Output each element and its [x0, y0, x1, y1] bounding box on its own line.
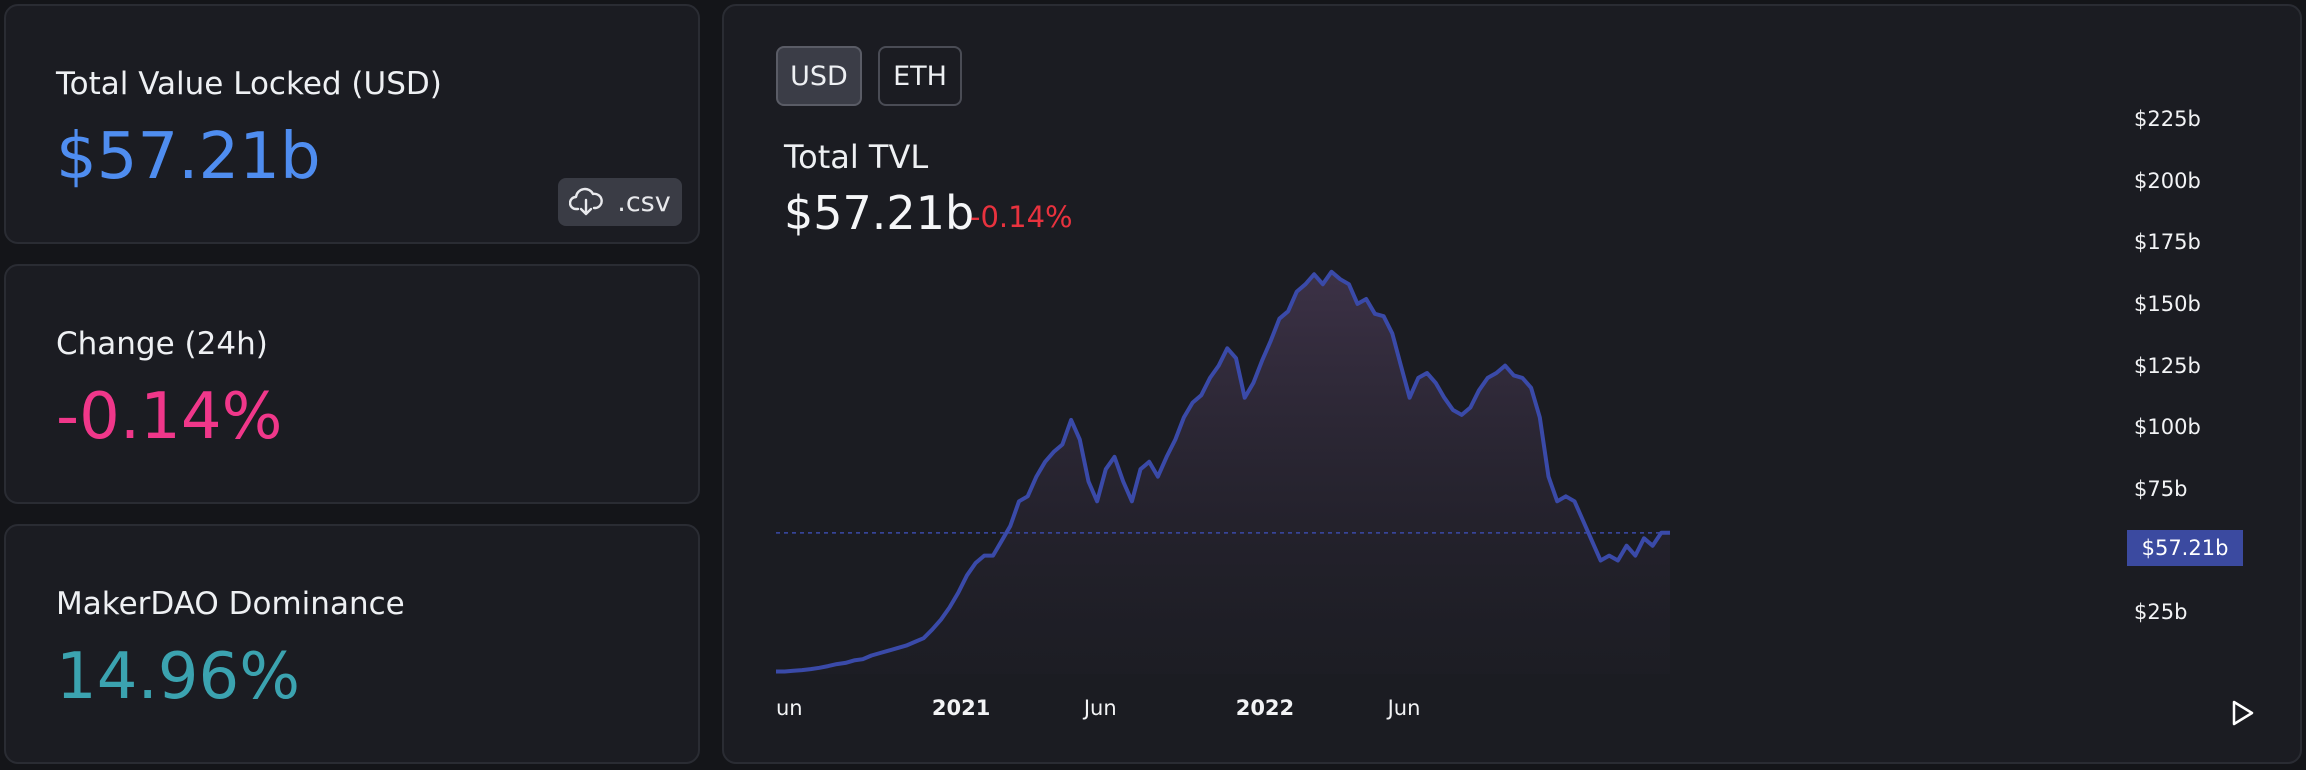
y-tick-label: $150b [2134, 291, 2201, 316]
dominance-label: MakerDAO Dominance [56, 586, 405, 622]
y-tick-label: $200b [2134, 168, 2201, 193]
x-tick-label: 2021 [931, 696, 991, 720]
chart-panel: USD ETH Total TVL $57.21b -0.14% $225b $2… [722, 4, 2302, 764]
current-price-tag: $57.21b [2127, 530, 2243, 566]
y-tick-label: $25b [2134, 600, 2188, 625]
y-tick-label: $175b [2134, 230, 2201, 255]
dominance-value: 14.96% [56, 640, 301, 714]
chart-value: $57.21b [784, 186, 975, 240]
current-price-label: $57.21b [2141, 536, 2229, 560]
tvl-value: $57.21b [56, 120, 321, 194]
change-value: -0.14% [56, 380, 283, 454]
x-tick-label: Jun [1387, 696, 1421, 720]
play-icon[interactable] [2228, 698, 2256, 728]
change-label: Change (24h) [56, 326, 268, 362]
y-tick-label: $125b [2134, 353, 2201, 378]
y-tick-label: $75b [2134, 476, 2188, 501]
csv-label: .csv [617, 186, 671, 218]
chart-title: Total TVL [784, 138, 929, 176]
x-tick-label: Jun [1083, 696, 1117, 720]
x-tick-label: un [776, 696, 803, 720]
y-tick-label: $225b [2134, 106, 2201, 131]
dominance-card: MakerDAO Dominance 14.96% [4, 524, 700, 764]
x-tick-label: 2022 [1235, 696, 1295, 720]
y-tick-label: $100b [2134, 415, 2201, 440]
tvl-series-line [776, 269, 1670, 674]
tvl-card: Total Value Locked (USD) $57.21b .csv [4, 4, 700, 244]
csv-download-button[interactable]: .csv [558, 178, 682, 226]
chart-change: -0.14% [970, 200, 1073, 234]
tvl-area-chart[interactable] [724, 6, 2304, 766]
cloud-download-icon [569, 187, 604, 216]
usd-toggle[interactable]: USD [776, 46, 862, 106]
change-card: Change (24h) -0.14% [4, 264, 700, 504]
tvl-area-fill [776, 271, 1670, 674]
eth-toggle[interactable]: ETH [878, 46, 962, 106]
tvl-label: Total Value Locked (USD) [56, 66, 442, 102]
